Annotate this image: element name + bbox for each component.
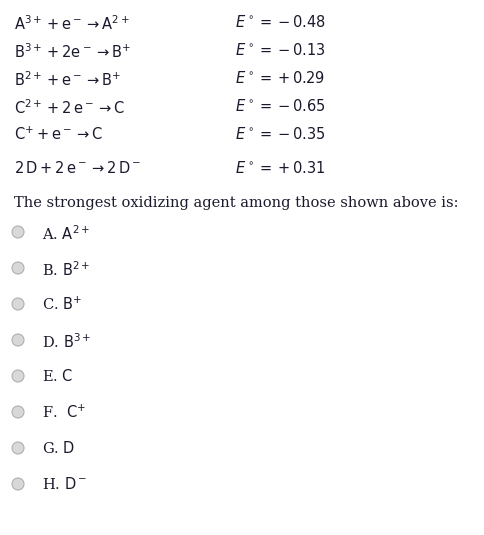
Text: H. $\mathrm{D}^-$: H. $\mathrm{D}^-$ <box>42 476 87 492</box>
Ellipse shape <box>12 478 24 490</box>
Text: F.  $\mathrm{C}^{+}$: F. $\mathrm{C}^{+}$ <box>42 404 86 421</box>
Text: $E^\circ = -0.35$: $E^\circ = -0.35$ <box>235 126 325 142</box>
Text: B. $\mathrm{B}^{2+}$: B. $\mathrm{B}^{2+}$ <box>42 260 91 279</box>
Ellipse shape <box>12 226 24 238</box>
Text: The strongest oxidizing agent among those shown above is:: The strongest oxidizing agent among thos… <box>14 196 458 210</box>
Ellipse shape <box>12 370 24 382</box>
Ellipse shape <box>12 334 24 346</box>
Ellipse shape <box>12 442 24 454</box>
Text: $E^\circ = -0.48$: $E^\circ = -0.48$ <box>235 14 326 30</box>
Ellipse shape <box>12 262 24 274</box>
Text: $E^\circ = +0.29$: $E^\circ = +0.29$ <box>235 70 325 86</box>
Text: E. $\mathrm{C}$: E. $\mathrm{C}$ <box>42 368 74 384</box>
Text: C. $\mathrm{B}^{+}$: C. $\mathrm{B}^{+}$ <box>42 296 82 314</box>
Text: $\mathrm{C}^{+} + \mathrm{e}^- \rightarrow \mathrm{C}$: $\mathrm{C}^{+} + \mathrm{e}^- \rightarr… <box>14 126 103 143</box>
Text: $\mathrm{B}^{3+} + 2\mathrm{e}^- \rightarrow \mathrm{B}^{+}$: $\mathrm{B}^{3+} + 2\mathrm{e}^- \righta… <box>14 42 131 60</box>
Text: $E^\circ = +0.31$: $E^\circ = +0.31$ <box>235 160 325 176</box>
Ellipse shape <box>12 406 24 418</box>
Text: $\mathrm{C}^{2+} + 2\,\mathrm{e}^- \rightarrow \mathrm{C}$: $\mathrm{C}^{2+} + 2\,\mathrm{e}^- \righ… <box>14 98 125 117</box>
Text: A. $\mathrm{A}^{2+}$: A. $\mathrm{A}^{2+}$ <box>42 224 90 243</box>
Text: $E^\circ = -0.13$: $E^\circ = -0.13$ <box>235 42 325 58</box>
Text: $\mathrm{B}^{2+} + \mathrm{e}^- \rightarrow \mathrm{B}^{+}$: $\mathrm{B}^{2+} + \mathrm{e}^- \rightar… <box>14 70 121 89</box>
Text: $2\,\mathrm{D} + 2\,\mathrm{e}^- \rightarrow 2\,\mathrm{D}^-$: $2\,\mathrm{D} + 2\,\mathrm{e}^- \righta… <box>14 160 141 176</box>
Text: $\mathrm{A}^{3+} + \mathrm{e}^- \rightarrow \mathrm{A}^{2+}$: $\mathrm{A}^{3+} + \mathrm{e}^- \rightar… <box>14 14 130 33</box>
Text: D. $\mathrm{B}^{3+}$: D. $\mathrm{B}^{3+}$ <box>42 332 91 351</box>
Text: $E^\circ = -0.65$: $E^\circ = -0.65$ <box>235 98 325 114</box>
Text: G. $\mathrm{D}$: G. $\mathrm{D}$ <box>42 440 76 456</box>
Ellipse shape <box>12 298 24 310</box>
